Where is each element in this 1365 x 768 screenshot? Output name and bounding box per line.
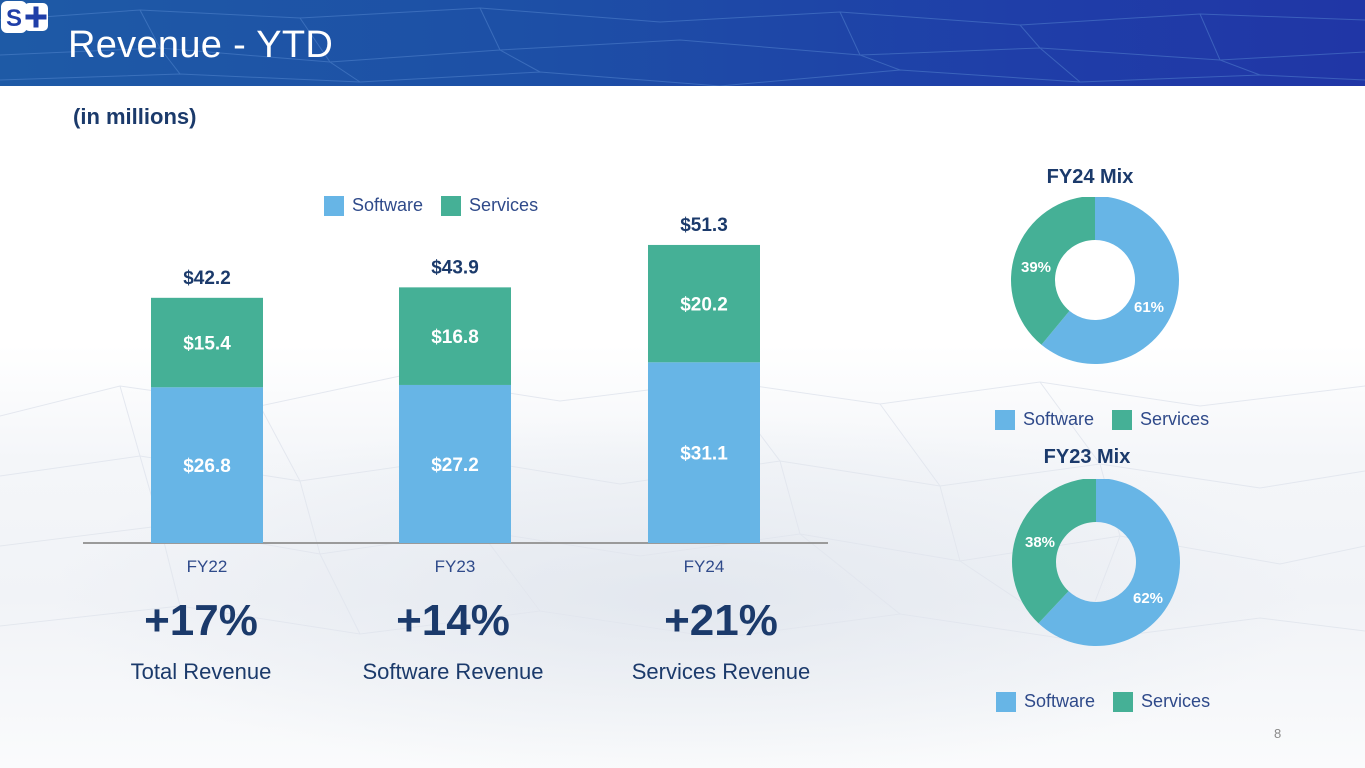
logo-s: S [6, 5, 22, 32]
legend-label-software: Software [1023, 409, 1095, 429]
revenue-bar-chart: $26.8 $15.4 $42.2 FY22 $27.2 $16.8 $43.9 FY23 $3… [83, 215, 828, 576]
legend-item-services: Services [1113, 691, 1210, 712]
legend-item-services: Services [441, 195, 538, 216]
x-tick-label-fy24: FY24 [684, 557, 725, 576]
donut-label-services: 39% [1021, 259, 1051, 276]
bar-total-label-fy23: $43.9 [431, 257, 479, 278]
legend-swatch-software [996, 691, 1016, 712]
bar-software-fy24 [648, 362, 760, 543]
donut-slice-software [1038, 479, 1180, 646]
bar-label-software-fy24: $31.1 [680, 444, 728, 465]
growth-pct-total: +17% [144, 596, 258, 645]
legend-swatch-services [1113, 691, 1134, 712]
growth-label-services: Services Revenue [631, 659, 811, 684]
growth-pct-services: +21% [664, 596, 778, 645]
legend-item-software: Software [996, 691, 1095, 712]
x-tick-label-fy23: FY23 [435, 557, 476, 576]
bar-total-label-fy22: $42.2 [183, 268, 231, 289]
legend-item-services: Services [1112, 409, 1209, 430]
donut-label-services: 38% [1025, 534, 1055, 551]
page-number: 8 [1274, 726, 1282, 741]
bar-total-label-fy24: $51.3 [680, 215, 728, 236]
growth-pct-software: +14% [396, 596, 510, 645]
fy23-mix-title: FY23 Mix [1043, 446, 1131, 468]
fy24-mix-donut: 61% 39% [1011, 197, 1179, 364]
bar-software-fy22 [151, 387, 263, 543]
legend-swatch-services [1112, 409, 1133, 430]
page-title: Revenue - YTD [68, 24, 334, 66]
legend-label-software: Software [1024, 691, 1096, 711]
bar-chart-legend: Software Services [324, 195, 548, 216]
legend-label-services: Services [469, 195, 539, 215]
bar-label-services-fy22: $15.4 [183, 334, 231, 355]
donut-slice-services [1012, 479, 1096, 624]
legend-item-software: Software [324, 195, 423, 216]
legend-label-services: Services [1141, 691, 1211, 711]
bar-services-fy22 [151, 297, 263, 388]
fy23-mix-legend: Software Services [996, 691, 1220, 712]
donut-slice-software [1041, 197, 1179, 364]
bar-label-software-fy22: $26.8 [183, 456, 231, 477]
legend-item-software: Software [995, 409, 1094, 430]
fy23-mix-donut: 62% 38% [1012, 479, 1180, 646]
bar-label-services-fy23: $16.8 [431, 327, 479, 348]
legend-swatch-services [441, 195, 462, 216]
x-tick-label-fy22: FY22 [187, 557, 228, 576]
bar-software-fy23 [399, 384, 511, 543]
growth-label-software: Software Revenue [362, 659, 544, 684]
bar-services-fy23 [399, 287, 511, 385]
header-banner: Revenue - YTD S [0, 0, 1365, 86]
bar-label-services-fy24: $20.2 [680, 295, 728, 316]
donut-label-software: 62% [1133, 590, 1163, 607]
fy24-mix-title: FY24 Mix [1046, 166, 1134, 188]
legend-swatch-software [324, 195, 344, 216]
units-subtitle: (in millions) [73, 104, 197, 129]
bar-label-software-fy23: $27.2 [431, 455, 479, 476]
growth-label-total: Total Revenue [130, 659, 272, 684]
donut-slice-services [1011, 197, 1095, 345]
bar-services-fy24 [648, 244, 760, 363]
legend-label-services: Services [1140, 409, 1210, 429]
donut-label-software: 61% [1134, 299, 1164, 316]
company-logo: S [1, 1, 48, 33]
legend-swatch-software [995, 409, 1015, 430]
fy24-mix-legend: Software Services [995, 409, 1219, 430]
legend-label-software: Software [352, 195, 424, 215]
